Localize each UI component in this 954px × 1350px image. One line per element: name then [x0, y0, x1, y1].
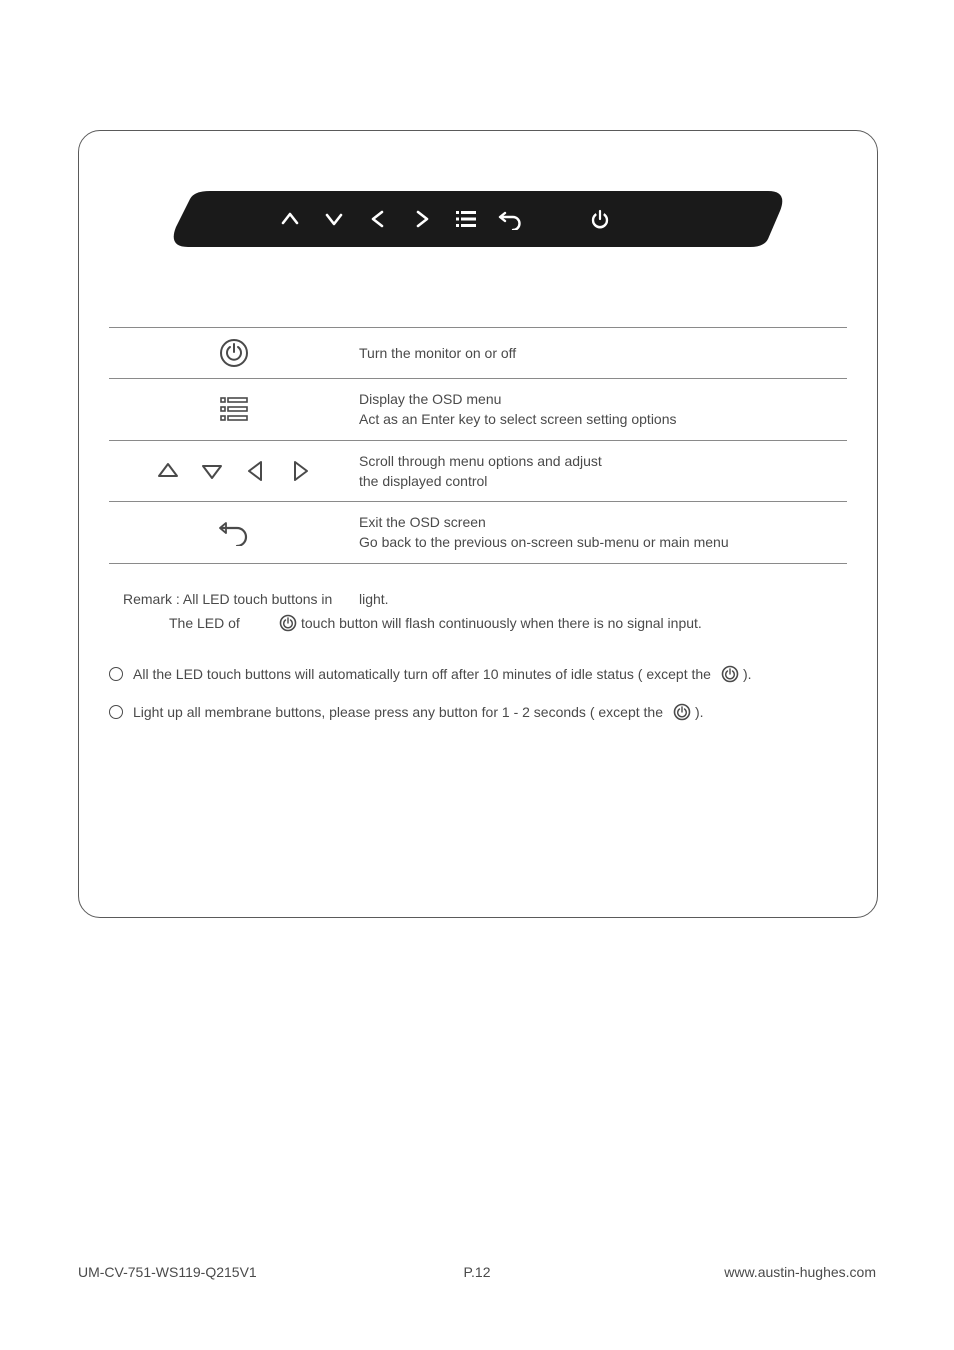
bullet-text: All the LED touch buttons will automatic… — [133, 666, 711, 682]
remark-line-1: Remark : All LED touch buttons in light. — [109, 588, 847, 612]
remark-tail-2: touch button will flash continuously whe… — [301, 612, 702, 636]
row-icon-power — [109, 338, 359, 368]
bullet-item: All the LED touch buttons will automatic… — [109, 665, 847, 683]
power-icon — [279, 614, 297, 632]
bullet-trailing: ). — [695, 704, 704, 720]
content-frame: Turn the monitor on or off Display the O… — [78, 130, 878, 918]
row-text: Turn the monitor on or off — [359, 343, 847, 363]
table-row: Turn the monitor on or off — [109, 327, 847, 379]
remark-block: Remark : All LED touch buttons in light.… — [109, 588, 847, 636]
power-icon — [673, 703, 691, 721]
bullet-text: Light up all membrane buttons, please pr… — [133, 704, 663, 720]
menu-icon — [444, 209, 488, 229]
footer-page-number: P.12 — [464, 1264, 491, 1280]
row-text: Scroll through menu options and adjustth… — [359, 451, 847, 492]
footer-right: www.austin-hughes.com — [724, 1264, 876, 1280]
row-icon-arrows — [109, 458, 359, 484]
page-footer: UM-CV-751-WS119-Q215V1 P.12 www.austin-h… — [78, 1264, 876, 1280]
table-row: Scroll through menu options and adjustth… — [109, 441, 847, 503]
remark-line-2: The LED of touch button will flash conti… — [109, 612, 847, 636]
table-row: Exit the OSD screenGo back to the previo… — [109, 502, 847, 564]
row-icon-return — [109, 518, 359, 546]
remark-lead-2: The LED of — [109, 612, 275, 636]
row-text: Display the OSD menuAct as an Enter key … — [359, 389, 847, 430]
left-icon — [356, 209, 400, 229]
remark-tail-1: light. — [359, 588, 389, 612]
bullet-marker — [109, 705, 123, 719]
bar-icons-row — [168, 191, 788, 247]
row-text: Exit the OSD screenGo back to the previo… — [359, 512, 847, 553]
up-icon — [268, 209, 312, 229]
button-bar — [168, 191, 788, 247]
button-description-table: Turn the monitor on or off Display the O… — [109, 327, 847, 564]
power-icon — [721, 665, 739, 683]
bullet-marker — [109, 667, 123, 681]
remark-lead-1: Remark : All LED touch buttons in — [109, 588, 359, 612]
return-icon — [488, 208, 532, 230]
footer-left: UM-CV-751-WS119-Q215V1 — [78, 1264, 257, 1280]
down-icon — [312, 209, 356, 229]
row-icon-menu — [109, 396, 359, 422]
bullet-trailing: ). — [743, 666, 752, 682]
bullet-list: All the LED touch buttons will automatic… — [109, 665, 847, 721]
power-icon — [578, 209, 622, 229]
bullet-item: Light up all membrane buttons, please pr… — [109, 703, 847, 721]
right-icon — [400, 209, 444, 229]
table-row: Display the OSD menuAct as an Enter key … — [109, 379, 847, 441]
